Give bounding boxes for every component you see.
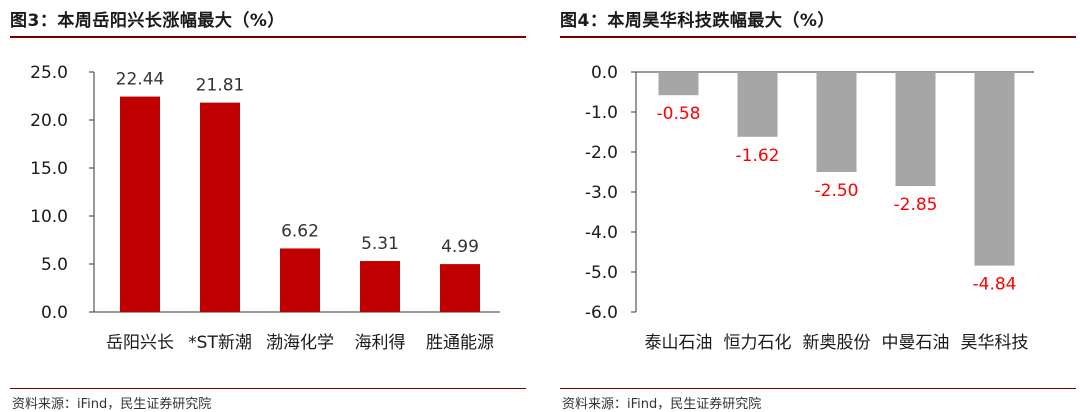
bar [816,72,857,172]
x-category-label: 胜通能源 [426,333,494,353]
x-category-label: 新奥股份 [803,333,871,353]
data-label: -2.50 [815,181,859,201]
chart-title: 图4：本周昊华科技跌幅最大（%） [560,11,835,31]
data-label: 4.99 [441,237,479,257]
chart-panel-losers: 图4：本周昊华科技跌幅最大（%） 0.0 -1.0 -2.0 -3.0 -4.0 -5.0… [560,0,1080,412]
bar-chart-gainers: 25.0 20.0 15.0 10.0 5.0 0.0 22.44 岳阳兴长 21.81 *ST新… [30,63,500,353]
bar [895,72,936,186]
y-tick-label: -2.0 [585,143,618,163]
x-category-label: 渤海化学 [266,333,334,353]
data-label: 21.81 [196,76,245,96]
bar-chart-losers: 0.0 -1.0 -2.0 -3.0 -4.0 -5.0 -6.0 -0.58 泰山石油 -1.6… [585,63,1034,353]
source-divider [10,388,526,389]
y-tick-label: -5.0 [585,263,618,283]
data-label: 5.31 [361,234,399,254]
y-tick-label: 0.0 [41,303,68,323]
x-category-label: 昊华科技 [961,333,1029,353]
x-category-label: 中曼石油 [882,333,950,353]
y-tick-label: -6.0 [585,303,618,323]
y-tick-label: 10.0 [30,207,68,227]
y-tick-label: 20.0 [30,111,68,131]
chart-title: 图3：本周岳阳兴长涨幅最大（%） [10,11,285,31]
bar [737,72,778,137]
data-label: -1.62 [736,146,780,166]
x-category-label: 岳阳兴长 [106,333,174,353]
bar [974,72,1015,266]
bar [200,102,240,313]
source-note: 资料来源：iFind，民生证券研究院 [12,397,212,412]
title-divider [10,36,526,38]
bar [120,96,160,312]
y-tick-label: -4.0 [585,223,618,243]
data-label: 22.44 [116,70,165,90]
chart-panel-gainers: 图3：本周岳阳兴长涨幅最大（%） 25.0 20.0 15.0 10.0 5.0 0.0 2… [10,0,530,412]
y-tick-label: -1.0 [585,103,618,123]
x-category-label: 恒力石化 [724,333,792,353]
source-divider [560,388,1076,389]
data-label: -0.58 [657,104,701,124]
data-label: 6.62 [281,221,319,241]
x-category-label: 海利得 [355,333,406,353]
y-tick-label: 25.0 [30,63,68,83]
bar [658,72,699,96]
x-category-label: 泰山石油 [645,333,713,353]
title-divider [560,36,1076,38]
y-tick-label: 5.0 [41,255,68,275]
y-tick-label: -3.0 [585,183,618,203]
y-tick-label: 15.0 [30,159,68,179]
bar [360,261,400,312]
bar [440,264,480,312]
bar [280,248,320,312]
source-note: 资料来源：iFind，民生证券研究院 [562,397,762,412]
y-tick-label: 0.0 [591,63,618,83]
data-label: -4.84 [973,275,1017,295]
x-category-label: *ST新潮 [188,333,252,353]
data-label: -2.85 [894,195,938,215]
